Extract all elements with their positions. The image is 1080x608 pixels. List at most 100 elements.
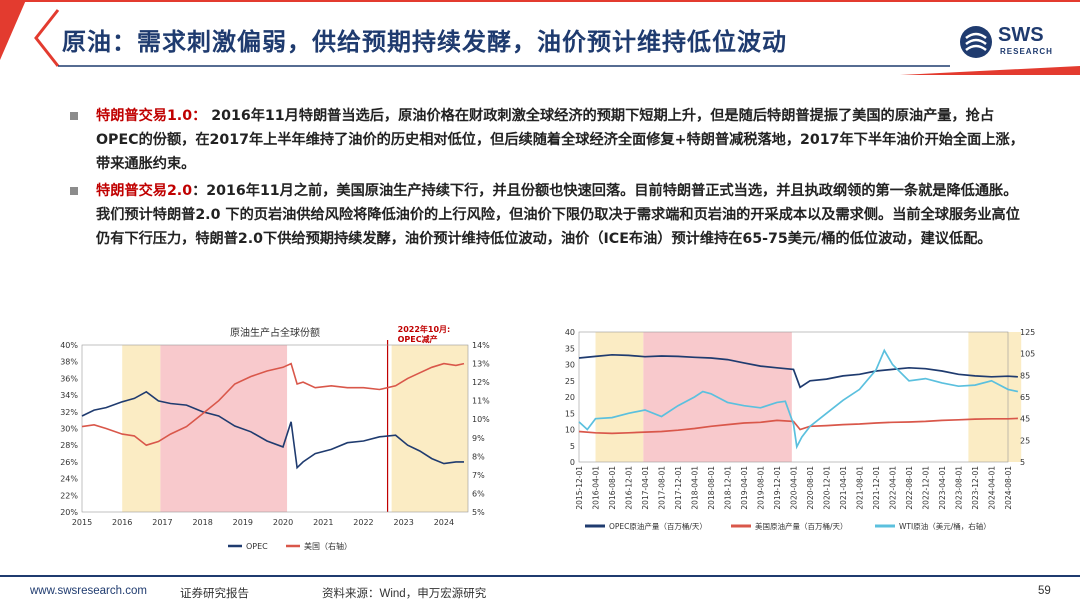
chart-opec-us-share: 原油生产占全球份额 2022年10月:OPEC减产 40% 38% 36% 34% 32% 3… [60,324,490,551]
bullet-marker-icon [70,187,78,195]
x-tick: 2019-12-01 [773,466,782,510]
plot-frame [578,331,1009,463]
y-left-tick: 20% [60,508,78,517]
legend-label: 美国（右轴） [304,541,352,551]
shaded-period [391,345,468,512]
y-left-tick: 34% [60,391,78,400]
y-left-tick: 24% [60,475,78,484]
y-right-tick: 12% [472,378,490,387]
footer-source: 资料来源：Wind，申万宏源研究 [322,588,487,600]
y-right-tick: 10% [472,415,490,424]
y-right-tick: 5 [1020,458,1025,467]
slide-header: 原油：需求刺激偏弱，供给预期持续发酵，油价预计维持低位波动 SWS RESEAR… [0,0,1080,80]
sws-logo: SWS RESEARCH [958,22,1058,62]
y-left-tick: 20 [565,393,575,402]
annotation-text: 2022年10月: [398,324,451,334]
shaded-period [595,332,644,462]
bullet-text: ：2016年11月之前，美国原油生产持续下行，并且份额也快速回落。目前特朗普正式… [96,183,1020,247]
y-right-tick: 25 [1020,436,1030,445]
x-tick: 2019 [233,518,253,527]
y-left-tick: 30% [60,425,78,434]
y-left-tick: 5 [570,442,575,451]
chart-title: 原油生产占全球份额 [230,326,320,339]
y-right-tick: 11% [472,397,490,406]
y-right-tick: 105 [1020,350,1035,359]
shaded-period [122,345,161,512]
page-number: 59 [1038,585,1051,597]
chart-production-wti: 40353025201510501251058565452552015-12-0… [565,328,1035,531]
y-right-tick: 125 [1020,328,1035,337]
x-tick: 2024 [434,518,454,527]
x-tick: 2021-04-01 [839,466,848,510]
y-left-tick: 22% [60,491,78,500]
series-line-1 [81,362,465,447]
x-tick: 2016-08-01 [608,466,617,510]
bullet-item: 特朗普交易1.0： 2016年11月特朗普当选后，原油价格在财政刺激全球经济的预… [70,104,1030,176]
y-left-tick: 10 [565,426,575,435]
legend-label: 美国原油产量（百万桶/天） [755,521,848,531]
page-title: 原油：需求刺激偏弱，供给预期持续发酵，油价预计维持低位波动 [62,28,787,56]
x-tick: 2017-12-01 [674,466,683,510]
y-left-tick: 25 [565,377,575,386]
y-left-tick: 40 [565,328,575,337]
shaded-period [968,332,1022,462]
y-left-tick: 38% [60,358,78,367]
y-right-tick: 5% [472,508,485,517]
annotation-text: OPEC减产 [398,334,438,344]
x-tick: 2016-04-01 [592,466,601,510]
y-left-tick: 15 [565,409,575,418]
x-tick: 2024-04-01 [988,466,997,510]
bullet-text: 2016年11月特朗普当选后，原油价格在财政刺激全球经济的预期下短期上升，但是随… [96,108,1024,172]
series-line-0 [578,353,1018,389]
x-tick: 2018-12-01 [724,466,733,510]
x-tick: 2023-04-01 [938,466,947,510]
legend-label: WTI原油（美元/桶，右轴） [899,521,991,531]
x-tick: 2019-04-01 [740,466,749,510]
footer-divider [0,575,1080,577]
footer-report-type: 证券研究报告 [180,588,249,600]
x-tick: 2016-12-01 [625,466,634,510]
x-tick: 2021-12-01 [872,466,881,510]
y-right-tick: 9% [472,434,485,443]
bullet-item: 特朗普交易2.0：2016年11月之前，美国原油生产持续下行，并且份额也快速回落… [70,179,1030,251]
x-tick: 2021 [313,518,333,527]
x-tick: 2021-08-01 [856,466,865,510]
x-tick: 2022-08-01 [905,466,914,510]
x-tick: 2020-04-01 [790,466,799,510]
y-right-tick: 6% [472,489,485,498]
x-tick: 2022 [353,518,373,527]
x-tick: 2020 [273,518,293,527]
sws-logo-icon [960,26,992,58]
x-tick: 2016 [112,518,132,527]
x-tick: 2023-12-01 [971,466,980,510]
y-left-tick: 26% [60,458,78,467]
y-left-tick: 35 [565,344,575,353]
series-line-1 [578,417,1018,435]
y-right-tick: 85 [1020,371,1030,380]
x-tick: 2017 [152,518,172,527]
x-tick: 2020-12-01 [823,466,832,510]
x-tick: 2015-12-01 [575,466,584,510]
x-tick: 2019-08-01 [757,466,766,510]
bullet-list: 特朗普交易1.0： 2016年11月特朗普当选后，原油价格在财政刺激全球经济的预… [70,104,1030,254]
y-left-tick: 40% [60,341,78,350]
x-tick: 2018 [192,518,212,527]
y-right-tick: 7% [472,471,485,480]
y-right-tick: 45 [1020,415,1030,424]
legend-label: OPEC [246,542,268,551]
y-right-tick: 8% [472,452,485,461]
x-tick: 2015 [72,518,92,527]
x-tick: 2020-08-01 [806,466,815,510]
x-tick: 2018-04-01 [691,466,700,510]
x-tick: 2023 [393,518,413,527]
legend-label: OPEC原油产量（百万桶/天） [609,521,707,531]
bullet-label: 特朗普交易2.0 [96,183,193,199]
y-left-tick: 30 [565,361,575,370]
series-line-0 [81,390,464,470]
x-tick: 2023-08-01 [955,466,964,510]
plot-frame [81,344,469,513]
header-decoration [0,0,1080,75]
y-left-tick: 36% [60,374,78,383]
y-left-tick: 0 [570,458,575,467]
footer-url[interactable]: www.swsresearch.com [30,585,147,597]
